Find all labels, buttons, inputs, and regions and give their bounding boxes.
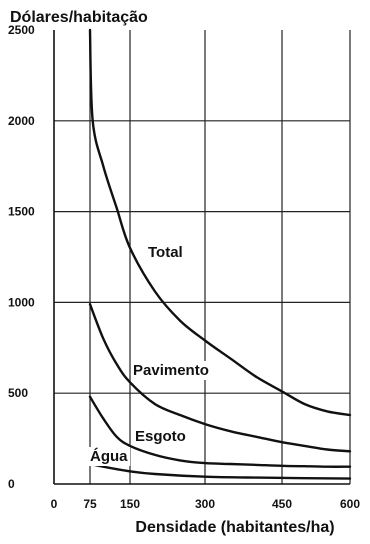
y-tick-label: 1000 bbox=[8, 295, 35, 309]
axes bbox=[53, 30, 350, 485]
x-tick-label: 300 bbox=[195, 497, 215, 511]
series-lines bbox=[88, 28, 352, 480]
x-tick-label: 450 bbox=[272, 497, 292, 511]
series-label-pavimento: Pavimento bbox=[133, 362, 209, 379]
series-label-total: Total bbox=[148, 244, 183, 261]
x-tick-label: 150 bbox=[120, 497, 140, 511]
x-tick-label: 600 bbox=[340, 497, 360, 511]
y-tick-label: 2000 bbox=[8, 114, 35, 128]
series-label-bg bbox=[133, 427, 188, 446]
series-label-bg bbox=[146, 243, 185, 262]
series-labels: Total Pavimento Esgoto Água bbox=[88, 243, 211, 466]
y-tick-label: 1500 bbox=[8, 205, 35, 219]
series-line-esgoto bbox=[88, 395, 352, 468]
x-tick-label: 75 bbox=[83, 497, 97, 511]
y-axis-title: Dólares/habitação bbox=[10, 9, 148, 26]
y-tick-label: 500 bbox=[8, 386, 28, 400]
series-line-pavimento bbox=[88, 303, 352, 453]
y-tick-label: 0 bbox=[8, 477, 15, 491]
series-label-bg bbox=[88, 447, 131, 466]
series-line-total bbox=[88, 28, 352, 417]
grid bbox=[54, 30, 351, 484]
x-axis-title: Densidade (habitantes/ha) bbox=[135, 519, 334, 536]
series-label-esgoto: Esgoto bbox=[135, 428, 186, 445]
x-tick-label: 0 bbox=[51, 497, 58, 511]
series-line-água bbox=[88, 462, 352, 480]
series-label-bg bbox=[131, 361, 211, 380]
series-label-água: Água bbox=[90, 448, 128, 465]
tick-labels: 0 500 1000 1500 2000 2500 0 75 150 300 450 600 bbox=[8, 23, 360, 511]
y-tick-label: 2500 bbox=[8, 23, 35, 37]
